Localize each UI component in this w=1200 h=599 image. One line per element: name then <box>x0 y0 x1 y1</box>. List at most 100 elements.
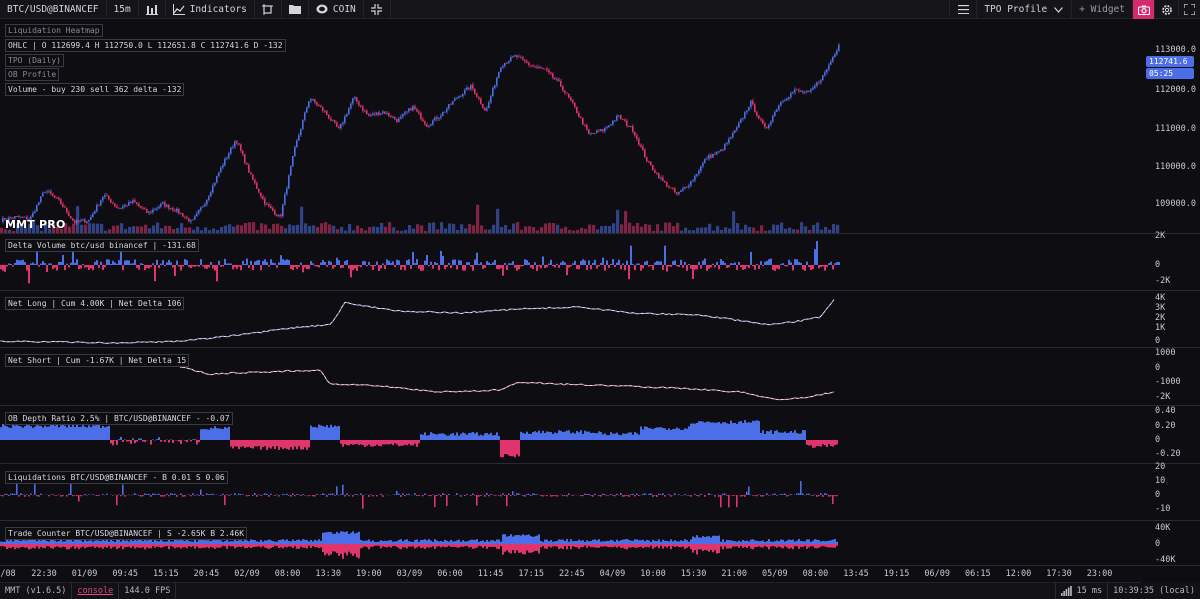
legend-liquidations[interactable]: Liquidations BTC/USD@BINANCEF - B 0.01 S… <box>5 471 228 484</box>
legend-delta-volume[interactable]: Delta Volume btc/usd binancef | -131.68 <box>5 239 199 252</box>
candlestick-chart[interactable] <box>0 19 1141 234</box>
trade-sell-bar <box>40 544 42 547</box>
candle-body <box>332 120 334 122</box>
trade-buy-bar <box>202 539 204 544</box>
liquidation-bar <box>636 493 638 495</box>
volume-bar <box>316 227 320 233</box>
legend-liquidation-heatmap[interactable]: Liquidation Heatmap <box>5 24 103 37</box>
candle-body <box>484 107 486 111</box>
ob-depth-bar <box>668 428 670 440</box>
time-tick: 10:00 <box>640 569 666 579</box>
trade-sell-bar <box>654 544 656 548</box>
trade-sell-bar <box>454 544 456 547</box>
legend-trade-counter[interactable]: Trade Counter BTC/USD@BINANCEF | S -2.65… <box>5 527 248 540</box>
legend-ob-profile[interactable]: OB Profile <box>5 68 60 81</box>
delta-volume-bar <box>480 262 482 265</box>
volume-bar <box>748 227 752 233</box>
layout-button[interactable] <box>255 0 282 19</box>
coin-button[interactable]: COIN <box>309 0 364 19</box>
legend-ohlc[interactable]: OHLC | O 112699.4 H 112750.0 L 112651.8 … <box>5 39 286 52</box>
console-link[interactable]: console <box>72 583 120 599</box>
ob-depth-bar <box>352 440 354 445</box>
open-folder-button[interactable] <box>282 0 309 19</box>
legend-net-short[interactable]: Net Short | Cum -1.67K | Net Delta 15 <box>5 354 190 367</box>
legend-tpo[interactable]: TPO (Daily) <box>5 54 64 67</box>
trade-buy-bar <box>454 541 456 544</box>
trade-buy-bar <box>316 540 318 544</box>
indicators-button[interactable]: Indicators <box>166 0 255 19</box>
delta-volume-bar <box>594 259 596 265</box>
legend-net-long[interactable]: Net Long | Cum 4.00K | Net Delta 106 <box>5 297 185 310</box>
candle-body <box>456 97 458 99</box>
candle-body <box>502 65 504 68</box>
symbol-selector[interactable]: BTC/USD@BINANCEF <box>0 0 107 19</box>
add-widget-button[interactable]: + Widget <box>1071 0 1132 19</box>
price-chart-panel[interactable] <box>0 19 1141 234</box>
trade-sell-bar <box>558 544 560 550</box>
volume-bar <box>468 224 472 233</box>
ob-depth-bar <box>346 440 348 446</box>
chart-type-button[interactable] <box>139 0 166 19</box>
trade-sell-bar <box>720 544 722 547</box>
trade-buy-bar <box>794 541 796 544</box>
net-long-axis[interactable]: 4K 3K 2K 1K 0 <box>1141 291 1200 348</box>
trade-sell-bar <box>708 544 710 552</box>
liquidations-panel[interactable] <box>0 464 1141 521</box>
legend-ob-depth[interactable]: OB Depth Ratio 2.5% | BTC/USD@BINANCEF -… <box>5 412 233 425</box>
candle-body <box>100 200 102 206</box>
net-long-panel[interactable] <box>0 291 1141 348</box>
ob-depth-bar <box>360 440 362 445</box>
liquidation-bar <box>812 495 814 497</box>
candle-body <box>294 146 296 157</box>
trade-buy-bar <box>458 539 460 544</box>
ob-depth-panel[interactable] <box>0 406 1141 464</box>
trade-sell-bar <box>436 544 438 547</box>
axis-tick: 3K <box>1155 303 1166 313</box>
candle-body <box>678 191 680 195</box>
trade-counter-panel[interactable] <box>0 521 1141 566</box>
tpo-profile-dropdown[interactable]: TPO Profile <box>976 0 1071 19</box>
trade-buy-bar <box>162 541 164 544</box>
legend-volume[interactable]: Volume - buy 230 sell 362 delta -132 <box>5 83 185 96</box>
liquidation-bar <box>348 495 350 497</box>
trade-counter-axis[interactable]: 40K 0 -40K <box>1141 521 1200 566</box>
candle-body <box>296 140 298 147</box>
ob-depth-bar <box>196 440 198 445</box>
ob-depth-bar <box>122 440 124 443</box>
settings-button[interactable] <box>1154 0 1178 19</box>
ob-depth-bar <box>10 427 12 440</box>
liquidation-bar <box>404 495 406 497</box>
time-axis[interactable]: /08 22:30 01/09 09:45 15:15 20:45 02/09 08:00 13… <box>0 566 1141 583</box>
ob-depth-bar <box>700 421 702 440</box>
net-short-axis[interactable]: 1000 0 -1000 -2K <box>1141 348 1200 406</box>
trade-buy-bar <box>378 541 380 544</box>
ob-depth-bar <box>542 430 544 440</box>
delta-volume-bar <box>128 260 130 265</box>
fullscreen-button[interactable] <box>1178 0 1200 19</box>
liquidations-axis[interactable]: 20 10 0 -10 <box>1141 462 1200 521</box>
delta-volume-panel[interactable] <box>0 234 1141 291</box>
trade-buy-bar <box>0 541 2 544</box>
trade-sell-bar <box>334 544 336 552</box>
ob-depth-bar <box>742 423 744 440</box>
trade-buy-bar <box>640 540 642 544</box>
ob-depth-axis[interactable]: 0.40 0.20 0 -0.20 <box>1141 406 1200 464</box>
delta-volume-bar <box>396 259 398 265</box>
timeframe-selector[interactable]: 15m <box>107 0 139 19</box>
delta-volume-bar <box>162 260 164 265</box>
screenshot-button[interactable] <box>1132 0 1154 19</box>
volume-bar <box>524 226 528 233</box>
trade-sell-bar <box>596 544 598 548</box>
candle-body <box>572 100 574 103</box>
trade-buy-bar <box>124 540 126 544</box>
delta-volume-axis[interactable]: 2K 0 -2K <box>1141 231 1200 291</box>
trade-buy-bar <box>228 541 230 544</box>
menu-button[interactable] <box>949 0 976 19</box>
net-short-panel[interactable] <box>0 348 1141 406</box>
trade-buy-bar <box>584 541 586 544</box>
delta-volume-bar <box>380 265 382 269</box>
price-axis[interactable]: 113000.0 112000.0 111000.0 110000.0 1090… <box>1141 19 1200 234</box>
trade-buy-bar <box>586 540 588 544</box>
trade-buy-bar <box>734 541 736 544</box>
fit-screen-button[interactable] <box>364 0 391 19</box>
